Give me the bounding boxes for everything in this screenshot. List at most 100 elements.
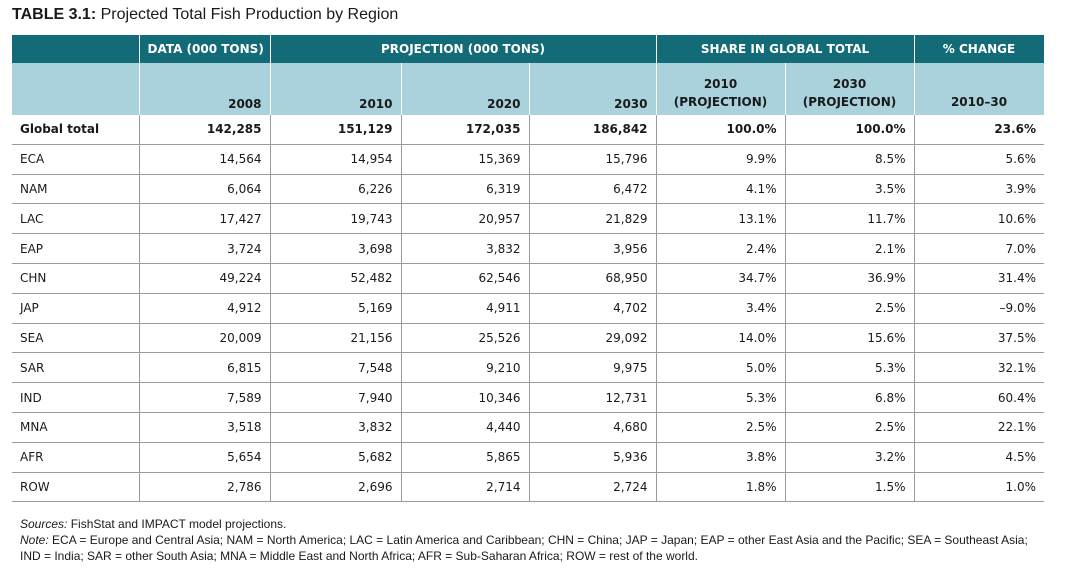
share-2010-cell: 5.0% <box>656 352 786 384</box>
table-row: AFR 5,654 5,682 5,865 5,936 3.8% 3.2% 4.… <box>12 442 1045 473</box>
table-row: CHN 49,224 52,482 62,546 68,950 34.7% 36… <box>12 263 1045 294</box>
group-header-share: SHARE IN GLOBAL TOTAL <box>656 35 915 63</box>
sources-text: FishStat and IMPACT model projections. <box>70 517 287 531</box>
value-2010-cell: 5,169 <box>270 293 402 324</box>
share-2030-cell: 11.7% <box>785 203 915 235</box>
value-2008-cell: 3,518 <box>139 412 271 443</box>
value-2020-cell: 20,957 <box>401 203 530 235</box>
value-2008-cell: 4,912 <box>139 293 271 324</box>
change-cell: 32.1% <box>914 352 1045 384</box>
value-2020-cell: 3,832 <box>401 233 530 264</box>
table-notes: Sources: FishStat and IMPACT model proje… <box>20 516 1050 564</box>
share-2010-cell: 14.0% <box>656 323 786 354</box>
value-2010-cell: 5,682 <box>270 442 402 473</box>
value-2020-cell: 25,526 <box>401 323 530 354</box>
table-row: EAP 3,724 3,698 3,832 3,956 2.4% 2.1% 7.… <box>12 233 1045 264</box>
change-cell: 22.1% <box>914 412 1045 443</box>
share-2030-cell: 6.8% <box>785 382 915 413</box>
sources-line: Sources: FishStat and IMPACT model proje… <box>20 516 1050 532</box>
value-2030-cell: 21,829 <box>529 203 657 235</box>
column-header-2020: 2020 <box>401 63 530 115</box>
change-cell: 23.6% <box>914 115 1045 145</box>
table-caption: Projected Total Fish Production by Regio… <box>100 6 399 23</box>
value-2020-cell: 5,865 <box>401 442 530 473</box>
region-cell: NAM <box>12 174 140 205</box>
share-2030-cell: 2.5% <box>785 412 915 443</box>
value-2030-cell: 29,092 <box>529 323 657 354</box>
value-2030-cell: 4,680 <box>529 412 657 443</box>
group-header-change: % CHANGE <box>914 35 1045 63</box>
change-cell: 7.0% <box>914 233 1045 264</box>
value-2020-cell: 172,035 <box>401 115 530 145</box>
note-line: Note: ECA = Europe and Central Asia; NAM… <box>20 532 1050 564</box>
share-2010-cell: 3.4% <box>656 293 786 324</box>
region-cell: Global total <box>12 115 140 145</box>
share-2010-cell: 2.4% <box>656 233 786 264</box>
value-2010-cell: 19,743 <box>270 203 402 235</box>
note-text: ECA = Europe and Central Asia; NAM = Nor… <box>20 533 1028 563</box>
share-2010-cell: 1.8% <box>656 472 786 503</box>
table-row: NAM 6,064 6,226 6,319 6,472 4.1% 3.5% 3.… <box>12 174 1045 205</box>
value-2008-cell: 6,064 <box>139 174 271 205</box>
table-row: SAR 6,815 7,548 9,210 9,975 5.0% 5.3% 32… <box>12 352 1045 384</box>
note-label: Note: <box>20 533 49 547</box>
value-2008-cell: 3,724 <box>139 233 271 264</box>
region-cell: CHN <box>12 263 140 294</box>
blank-subheader-cell <box>12 63 140 115</box>
column-header-2008: 2008 <box>139 63 271 115</box>
share-2010-cell: 4.1% <box>656 174 786 205</box>
value-2008-cell: 49,224 <box>139 263 271 294</box>
share-2030-cell: 100.0% <box>785 115 915 145</box>
column-header-2010: 2010 <box>270 63 402 115</box>
table-number: TABLE 3.1: <box>12 6 97 23</box>
group-header-row: DATA (000 TONS) PROJECTION (000 TONS) SH… <box>12 35 1045 63</box>
value-2030-cell: 6,472 <box>529 174 657 205</box>
share-2030-cell: 36.9% <box>785 263 915 294</box>
value-2008-cell: 2,786 <box>139 472 271 503</box>
share-2010-cell: 9.9% <box>656 144 786 175</box>
value-2020-cell: 4,440 <box>401 412 530 443</box>
sources-label: Sources: <box>20 517 68 531</box>
value-2030-cell: 15,796 <box>529 144 657 175</box>
value-2020-cell: 6,319 <box>401 174 530 205</box>
change-cell: 10.6% <box>914 203 1045 235</box>
value-2010-cell: 3,832 <box>270 412 402 443</box>
value-2030-cell: 3,956 <box>529 233 657 264</box>
value-2010-cell: 7,548 <box>270 352 402 384</box>
share-2030-cell: 5.3% <box>785 352 915 384</box>
change-cell: 3.9% <box>914 174 1045 205</box>
share-2010-cell: 2.5% <box>656 412 786 443</box>
region-cell: MNA <box>12 412 140 443</box>
value-2010-cell: 6,226 <box>270 174 402 205</box>
table-row: MNA 3,518 3,832 4,440 4,680 2.5% 2.5% 22… <box>12 412 1045 443</box>
value-2010-cell: 2,696 <box>270 472 402 503</box>
share-2010-cell: 34.7% <box>656 263 786 294</box>
value-2030-cell: 9,975 <box>529 352 657 384</box>
share-2030-cell: 15.6% <box>785 323 915 354</box>
change-cell: 37.5% <box>914 323 1045 354</box>
region-cell: SEA <box>12 323 140 354</box>
share-2010-year: 2010 <box>703 77 738 91</box>
share-2030-cell: 2.5% <box>785 293 915 324</box>
column-header-row: 2008 2010 2020 2030 2010 (PROJECTION) 20… <box>12 63 1045 115</box>
column-header-change: 2010–30 <box>914 63 1045 115</box>
change-cell: 5.6% <box>914 144 1045 175</box>
value-2030-cell: 2,724 <box>529 472 657 503</box>
share-2030-cell: 1.5% <box>785 472 915 503</box>
value-2008-cell: 6,815 <box>139 352 271 384</box>
value-2020-cell: 10,346 <box>401 382 530 413</box>
value-2020-cell: 4,911 <box>401 293 530 324</box>
value-2008-cell: 142,285 <box>139 115 271 145</box>
region-cell: LAC <box>12 203 140 235</box>
value-2030-cell: 68,950 <box>529 263 657 294</box>
change-cell: 31.4% <box>914 263 1045 294</box>
column-header-2030: 2030 <box>529 63 657 115</box>
value-2010-cell: 151,129 <box>270 115 402 145</box>
share-2030-cell: 2.1% <box>785 233 915 264</box>
region-cell: JAP <box>12 293 140 324</box>
blank-header-cell <box>12 35 140 63</box>
share-2030-sub: (PROJECTION) <box>802 95 897 109</box>
change-cell: 1.0% <box>914 472 1045 503</box>
region-cell: ECA <box>12 144 140 175</box>
column-header-share-2010: 2010 (PROJECTION) <box>656 63 786 115</box>
